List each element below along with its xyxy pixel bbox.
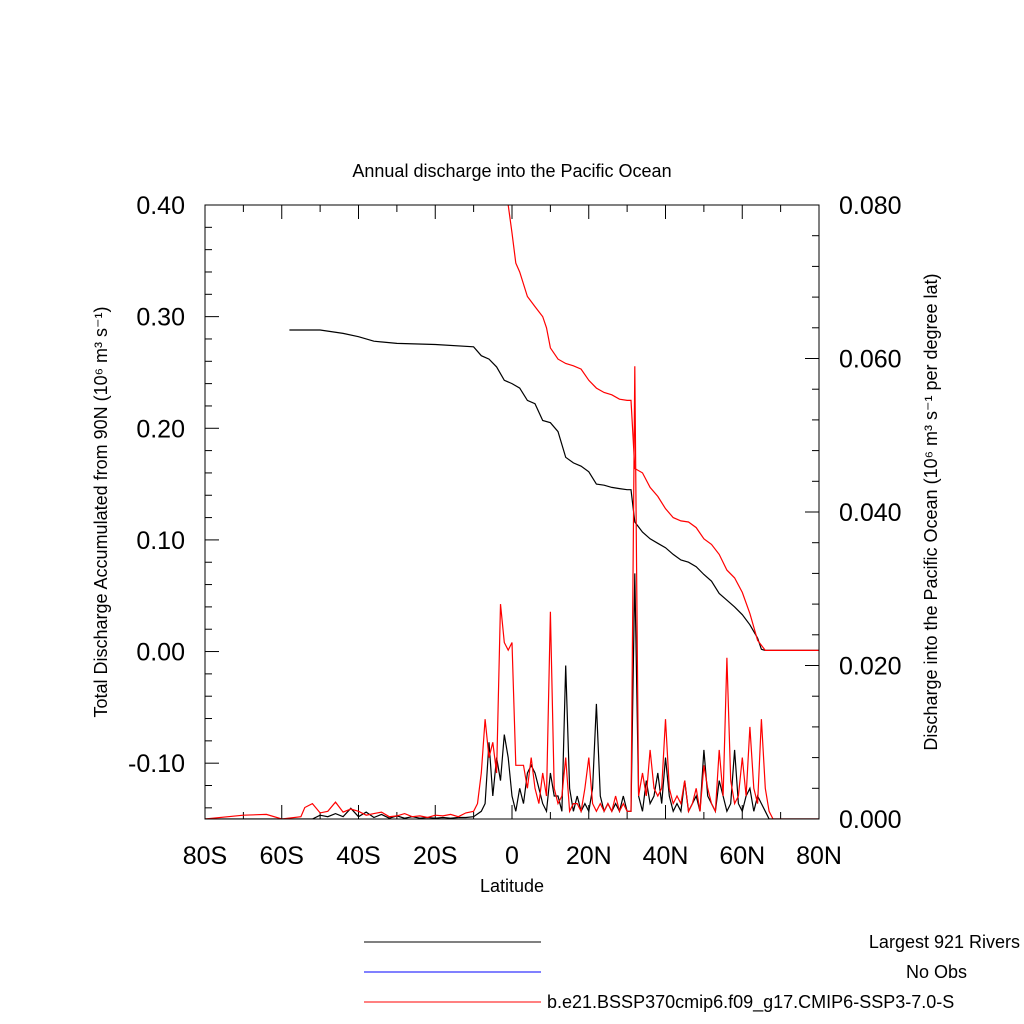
- y-right-tick-label: 0.080: [839, 192, 902, 220]
- y-right-tick-label: 0.040: [839, 499, 902, 527]
- series-line-1: [507, 205, 819, 652]
- plot-frame: [204, 204, 820, 820]
- y-axis-right-label: Discharge into the Pacific Ocean (10⁶ m³…: [921, 273, 941, 750]
- y-right-tick-label: 0.060: [839, 346, 902, 374]
- y-left-tick-label: 0.20: [136, 415, 185, 443]
- legend: Largest 921 Rivers No Obs b.e21.BSSP370c…: [364, 932, 1020, 1013]
- y-right-tick-label: 0.020: [839, 653, 902, 681]
- x-tick-label: 60S: [260, 842, 304, 870]
- tick-labels: 80S 60S 40S 20S 0 20N 40N 60N 80N -0.10 0.00 0.10 0.…: [128, 192, 902, 870]
- x-tick-label: 60N: [719, 842, 765, 870]
- y-right-tick-label: 0.000: [839, 806, 902, 834]
- y-left-tick-label: 0.00: [136, 639, 185, 667]
- series-layer: [205, 205, 819, 819]
- x-tick-label: 20S: [413, 842, 457, 870]
- y-axis-left-label: Total Discharge Accumulated from 90N (10…: [91, 306, 111, 717]
- series-line-0: [289, 329, 819, 652]
- x-tick-label: 80S: [183, 842, 227, 870]
- series-line-3: [205, 366, 819, 819]
- y-left-tick-label: 0.30: [136, 304, 185, 332]
- legend-label-largest-rivers: Largest 921 Rivers: [869, 932, 1020, 952]
- y-left-tick-label: 0.10: [136, 527, 185, 555]
- legend-label-no-obs: No Obs: [906, 962, 967, 982]
- axis-ticks: [204, 204, 820, 820]
- x-tick-label: 40N: [643, 842, 689, 870]
- legend-label-ssp370: b.e21.BSSP370cmip6.f09_g17.CMIP6-SSP3-7.…: [547, 992, 954, 1013]
- x-axis-label: Latitude: [480, 876, 544, 896]
- chart-title: Annual discharge into the Pacific Ocean: [352, 161, 671, 181]
- y-left-tick-label: 0.40: [136, 192, 185, 220]
- x-tick-label: 80N: [796, 842, 842, 870]
- x-tick-label: 0: [505, 842, 519, 870]
- x-tick-label: 40S: [336, 842, 380, 870]
- y-left-tick-label: -0.10: [128, 750, 185, 778]
- series-line-2: [205, 573, 819, 819]
- x-tick-label: 20N: [566, 842, 612, 870]
